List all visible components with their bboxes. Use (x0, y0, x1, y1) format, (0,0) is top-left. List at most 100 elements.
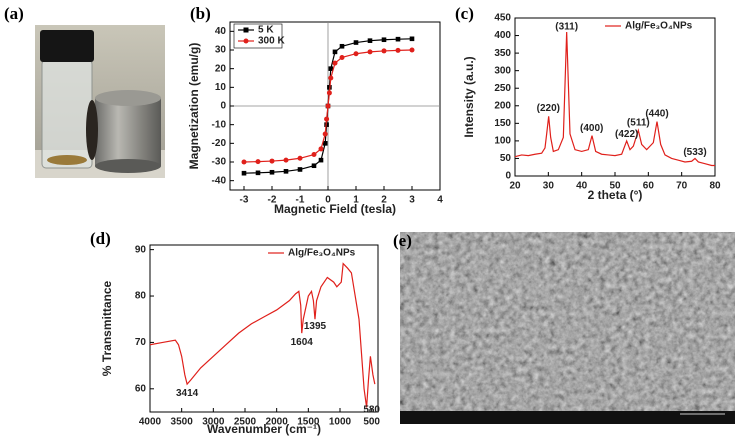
marker (283, 157, 289, 163)
y-axis-label: Magnetization (emu/g) (187, 43, 201, 170)
marker (332, 60, 338, 66)
marker (255, 170, 261, 176)
marker (409, 47, 415, 53)
marker (395, 36, 401, 42)
marker (332, 49, 338, 55)
y-tick-label: 350 (494, 48, 511, 59)
y-tick-label: 100 (494, 136, 511, 147)
panel-label: (a) (4, 4, 24, 23)
data-line (149, 262, 376, 408)
marker (381, 48, 387, 54)
marker (269, 169, 275, 175)
legend-label: Alg/Fe₃O₄NPs (288, 248, 356, 259)
x-tick-label: 4000 (139, 417, 162, 428)
annotation: (440) (645, 108, 668, 119)
marker (297, 155, 303, 161)
y-tick-label: 450 (494, 13, 511, 24)
x-tick-label: 2 (381, 195, 387, 206)
marker (339, 54, 345, 60)
x-tick-label: 3500 (171, 417, 194, 428)
x-tick-label: 1500 (297, 417, 320, 428)
marker (395, 47, 401, 53)
annotation: (422) (615, 129, 638, 140)
x-tick-label: 20 (509, 181, 521, 192)
legend-marker (243, 38, 249, 44)
annotation: (400) (580, 123, 603, 134)
y-tick-label: 10 (215, 82, 227, 93)
marker (322, 141, 328, 146)
annotation: 3414 (176, 388, 199, 399)
annotation: (511) (627, 117, 650, 128)
marker (328, 75, 334, 81)
y-tick-label: -10 (212, 119, 227, 130)
photo (35, 25, 165, 178)
y-tick-label: 200 (494, 100, 511, 111)
y-tick-label: 400 (494, 30, 511, 41)
x-tick-label: 3 (409, 195, 415, 206)
marker (283, 169, 289, 174)
x-tick-label: 0 (325, 195, 331, 206)
legend-label: 5 K (258, 25, 274, 36)
annotation: (311) (555, 21, 578, 32)
marker (297, 167, 303, 172)
panel-label: (c) (455, 4, 474, 23)
x-tick-label: -1 (296, 195, 305, 206)
data-line (514, 32, 715, 167)
x-axis-label: Wavenumber (cm⁻¹) (207, 422, 321, 436)
y-axis-label: Intensity (a.u.) (462, 56, 476, 137)
x-tick-label: 50 (609, 181, 621, 192)
legend-marker (243, 27, 249, 33)
legend-label: 300 K (258, 36, 285, 47)
panel-label: (b) (190, 4, 211, 23)
marker (325, 103, 331, 109)
annotation: 1395 (304, 321, 327, 332)
annotation: (533) (683, 147, 706, 158)
marker (322, 131, 328, 137)
y-tick-label: -30 (212, 157, 227, 168)
annotation: 580 (363, 404, 380, 415)
y-tick-label: 70 (135, 337, 147, 348)
marker (311, 152, 317, 158)
x-tick-label: 4 (437, 195, 443, 206)
annotation: (220) (537, 103, 560, 114)
x-tick-label: 60 (643, 181, 655, 192)
panel-label: (d) (90, 229, 111, 248)
y-tick-label: 20 (215, 63, 227, 74)
x-tick-label: 80 (709, 181, 721, 192)
y-tick-label: 30 (215, 45, 227, 56)
marker (241, 159, 247, 165)
y-tick-label: 250 (494, 83, 511, 94)
y-axis-label: % Transmittance (100, 280, 114, 376)
x-tick-label: 2000 (266, 417, 289, 428)
y-tick-label: 90 (135, 244, 147, 255)
y-tick-label: 150 (494, 118, 511, 129)
marker (324, 116, 330, 122)
y-tick-label: -20 (212, 138, 227, 149)
marker (328, 66, 334, 71)
x-tick-label: 1 (353, 195, 359, 206)
y-tick-label: 40 (215, 26, 227, 37)
y-tick-label: 80 (135, 291, 147, 302)
marker (367, 49, 373, 55)
marker (409, 36, 415, 42)
y-tick-label: 0 (505, 171, 511, 182)
legend-label: Alg/Fe₃O₄NPs (625, 21, 693, 32)
y-tick-label: 60 (135, 383, 147, 394)
marker (353, 40, 359, 45)
x-tick-label: -2 (268, 195, 277, 206)
marker (367, 38, 373, 43)
y-tick-label: 0 (220, 101, 226, 112)
x-tick-label: 3000 (202, 417, 225, 428)
y-tick-label: -40 (212, 175, 227, 186)
sem-image (400, 232, 735, 424)
x-tick-label: 30 (543, 181, 555, 192)
marker (339, 43, 345, 49)
annotation: 1604 (291, 337, 314, 348)
marker (318, 157, 324, 163)
marker (311, 163, 317, 169)
marker (353, 51, 359, 57)
panel-label: (e) (393, 231, 412, 250)
x-tick-label: 500 (363, 417, 380, 428)
x-tick-label: 1000 (329, 417, 352, 428)
